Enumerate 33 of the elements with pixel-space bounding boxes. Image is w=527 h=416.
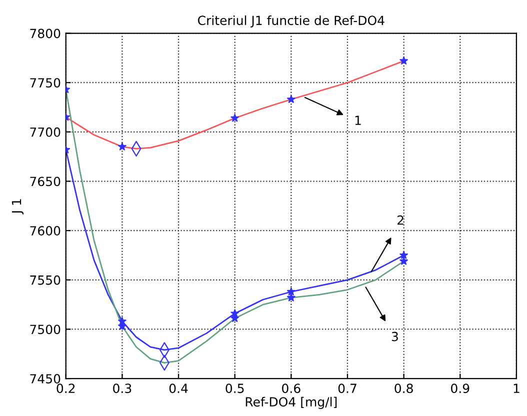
annotation: 3 xyxy=(392,332,398,342)
point xyxy=(400,250,408,259)
y-tick-label: 7750 xyxy=(30,78,60,88)
x-tick-label: 0.4 xyxy=(169,384,188,394)
x-tick-label: 1 xyxy=(514,384,520,393)
point xyxy=(286,287,296,296)
annotation: 2 xyxy=(398,215,404,225)
point xyxy=(400,256,408,265)
x-tick-label: 0.7 xyxy=(338,384,356,394)
x-tick-label: 0.5 xyxy=(226,384,244,394)
x-axis-title: Ref-DO4 [mg/l] xyxy=(246,396,337,410)
point xyxy=(230,309,240,318)
y-tick-label: 7650 xyxy=(30,176,60,186)
x-tick-label: 0.8 xyxy=(394,384,413,394)
point xyxy=(118,316,126,325)
y-tick-label: 7700 xyxy=(30,127,60,137)
y-tick-label: 7550 xyxy=(30,275,60,285)
point xyxy=(118,142,126,150)
point xyxy=(230,114,240,122)
x-tick-label: 0.6 xyxy=(282,384,300,394)
x-tick-label: 0.2 xyxy=(56,384,75,394)
y-axis-title: J 1 xyxy=(12,199,24,214)
point xyxy=(286,293,296,302)
x-tick-label: 0.9 xyxy=(451,384,470,394)
y-tick-label: 7600 xyxy=(30,226,60,236)
x-tick-label: 0.3 xyxy=(113,384,132,394)
y-tick-label: 7450 xyxy=(30,374,60,384)
annotation: 1 xyxy=(355,116,361,125)
point xyxy=(286,95,296,104)
y-tick-label: 7500 xyxy=(30,324,60,334)
point xyxy=(400,56,408,65)
chart-title: Criteriul J1 functie de Ref-DO4 xyxy=(198,15,384,28)
y-tick-label: 7800 xyxy=(30,28,60,38)
